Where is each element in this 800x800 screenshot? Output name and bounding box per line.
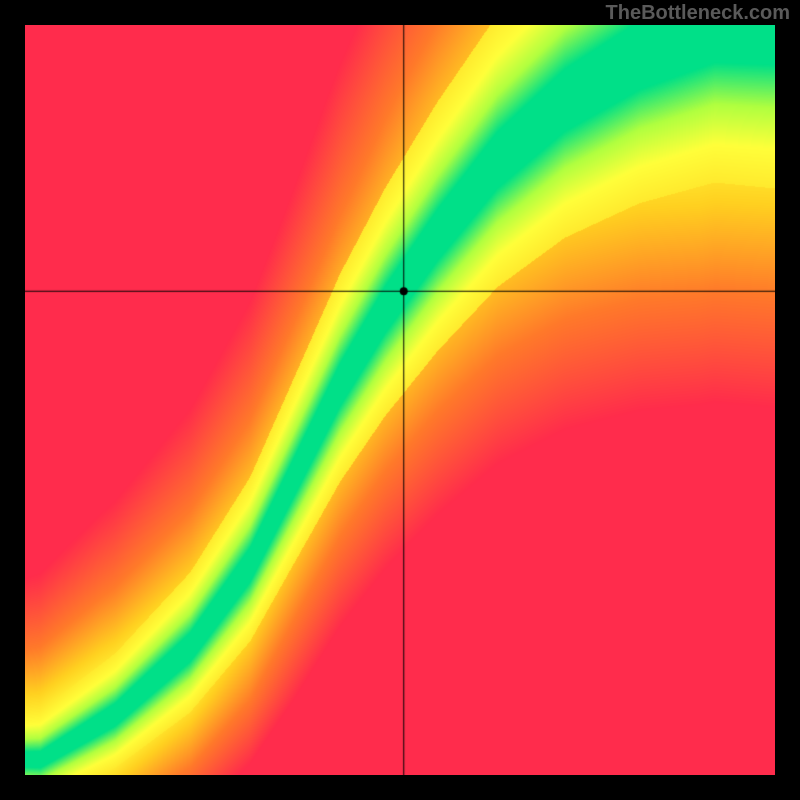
heatmap-plot — [25, 25, 775, 775]
heatmap-canvas — [25, 25, 775, 775]
watermark-text: TheBottleneck.com — [606, 2, 790, 25]
chart-container: TheBottleneck.com — [0, 0, 800, 800]
